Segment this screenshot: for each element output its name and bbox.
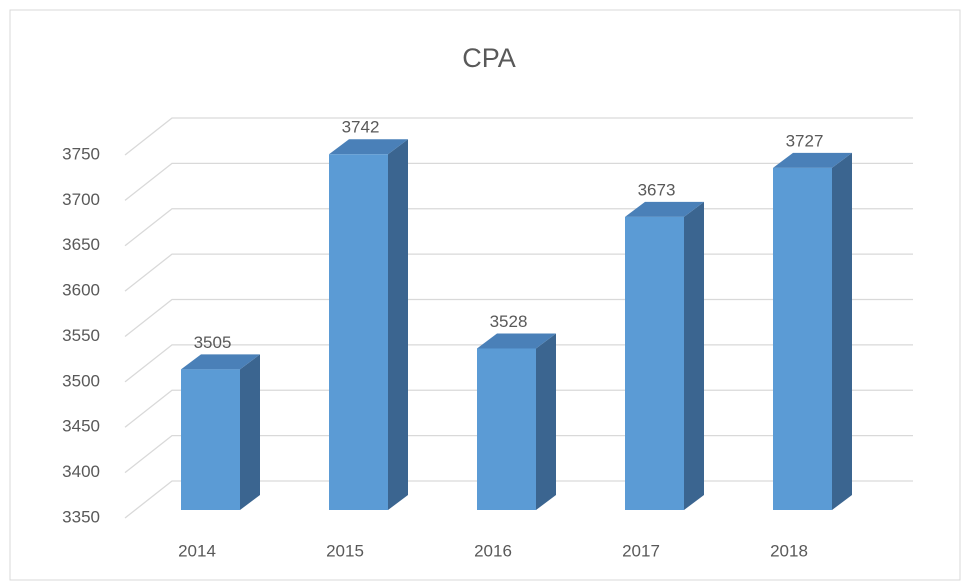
- chart-title: CPA: [462, 43, 516, 73]
- value-label: 3673: [638, 180, 676, 199]
- y-tick-label: 3550: [62, 326, 100, 345]
- bar: [329, 154, 388, 510]
- y-tick-label: 3450: [62, 417, 100, 436]
- y-tick-label: 3500: [62, 371, 100, 390]
- bar-side: [240, 354, 260, 510]
- y-tick-label: 3400: [62, 462, 100, 481]
- value-label: 3727: [786, 131, 824, 150]
- bar: [625, 216, 684, 510]
- x-tick-label: 2018: [770, 541, 808, 560]
- y-tick-label: 3700: [62, 190, 100, 209]
- value-label: 3742: [342, 118, 380, 137]
- bar-top: [329, 139, 408, 155]
- bar-side: [388, 139, 408, 510]
- y-tick-label: 3600: [62, 281, 100, 300]
- value-label: 3505: [194, 333, 232, 352]
- bar-side: [832, 152, 852, 510]
- x-tick-label: 2015: [326, 541, 364, 560]
- bar-side: [536, 333, 556, 510]
- y-tick-label: 3650: [62, 235, 100, 254]
- y-tick-label: 3350: [62, 507, 100, 526]
- bar-side: [684, 201, 704, 510]
- x-tick-label: 2014: [178, 541, 216, 560]
- bar-top: [625, 201, 704, 217]
- bar-top: [477, 333, 556, 349]
- y-tick-label: 3750: [62, 144, 100, 163]
- bar-top: [181, 354, 260, 370]
- grid-line: [124, 117, 913, 156]
- bar: [477, 348, 536, 510]
- grid-line: [124, 162, 913, 201]
- bar: [181, 369, 240, 510]
- value-label: 3528: [490, 312, 528, 331]
- x-tick-label: 2016: [474, 541, 512, 560]
- bar: [773, 167, 832, 510]
- x-tick-label: 2017: [622, 541, 660, 560]
- bar-top: [773, 152, 852, 168]
